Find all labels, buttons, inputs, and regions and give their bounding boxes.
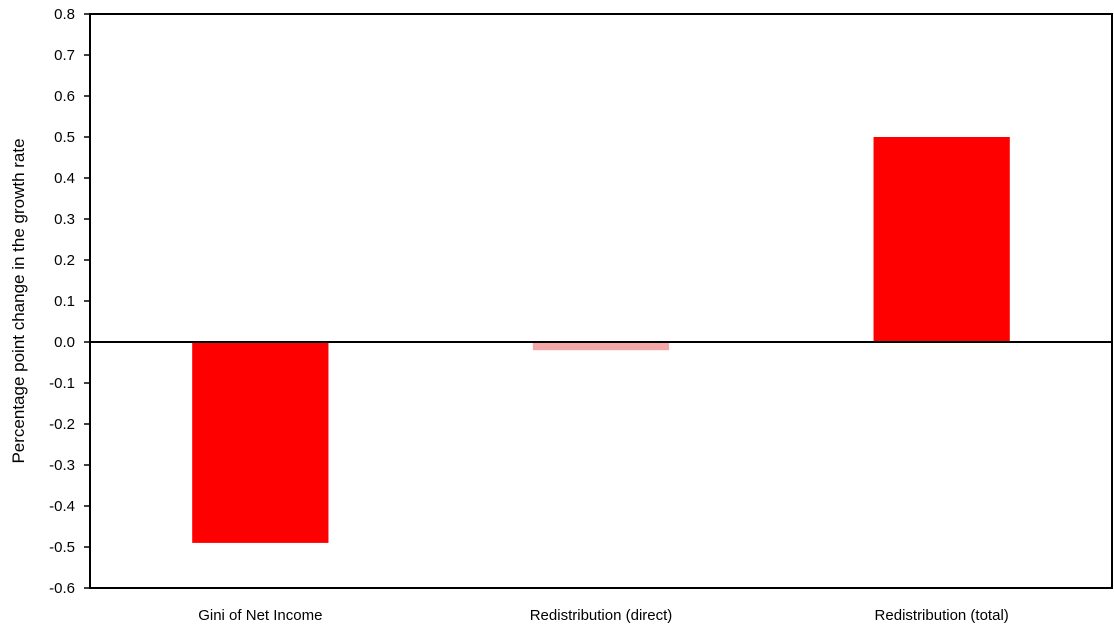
y-tick-label: 0.3 (54, 211, 75, 228)
bar (192, 342, 329, 543)
bars (192, 137, 1010, 543)
y-tick-label: -0.6 (49, 580, 75, 597)
bar (873, 137, 1010, 342)
y-tick-label: 0.8 (54, 6, 75, 23)
y-tick-label: -0.5 (49, 539, 75, 556)
category-labels: Gini of Net Income Redistribution (direct… (198, 607, 1009, 624)
category-label: Gini of Net Income (198, 607, 322, 624)
y-tick-label: 0.0 (54, 334, 75, 351)
y-tick-label: 0.1 (54, 293, 75, 310)
y-tick-label: 0.7 (54, 47, 75, 64)
category-label: Redistribution (direct) (530, 607, 673, 624)
y-axis-ticks: 0.8 0.7 0.6 0.5 0.4 0.3 0.2 0.1 0.0 -0.1 -0.2 -0.3 -… (49, 6, 90, 597)
y-tick-label: -0.3 (49, 457, 75, 474)
bar (532, 342, 670, 351)
y-tick-label: -0.1 (49, 375, 75, 392)
y-tick-label: 0.2 (54, 252, 75, 269)
y-tick-label: 0.5 (54, 129, 75, 146)
y-axis-title: Percentage point change in the growth ra… (9, 138, 28, 463)
y-tick-label: 0.6 (54, 88, 75, 105)
y-tick-label: -0.4 (49, 498, 75, 515)
y-tick-label: -0.2 (49, 416, 75, 433)
category-label: Redistribution (total) (875, 607, 1009, 624)
y-tick-label: 0.4 (54, 170, 75, 187)
